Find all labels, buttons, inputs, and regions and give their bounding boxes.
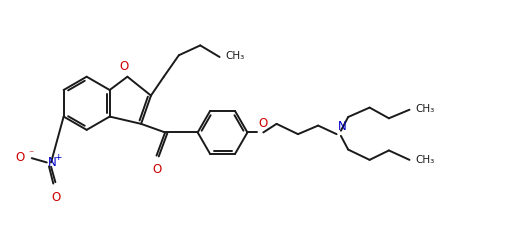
- Text: O: O: [119, 60, 129, 73]
- Text: N: N: [338, 119, 347, 132]
- Text: N: N: [48, 155, 56, 168]
- Text: O: O: [259, 117, 268, 129]
- Text: CH₃: CH₃: [415, 104, 434, 114]
- Text: O: O: [152, 162, 161, 175]
- Text: O: O: [52, 190, 61, 203]
- Text: CH₃: CH₃: [226, 51, 245, 61]
- Text: +: +: [54, 152, 61, 161]
- Text: CH₃: CH₃: [415, 154, 434, 164]
- Text: ⁻: ⁻: [28, 148, 33, 158]
- Text: O: O: [16, 151, 25, 164]
